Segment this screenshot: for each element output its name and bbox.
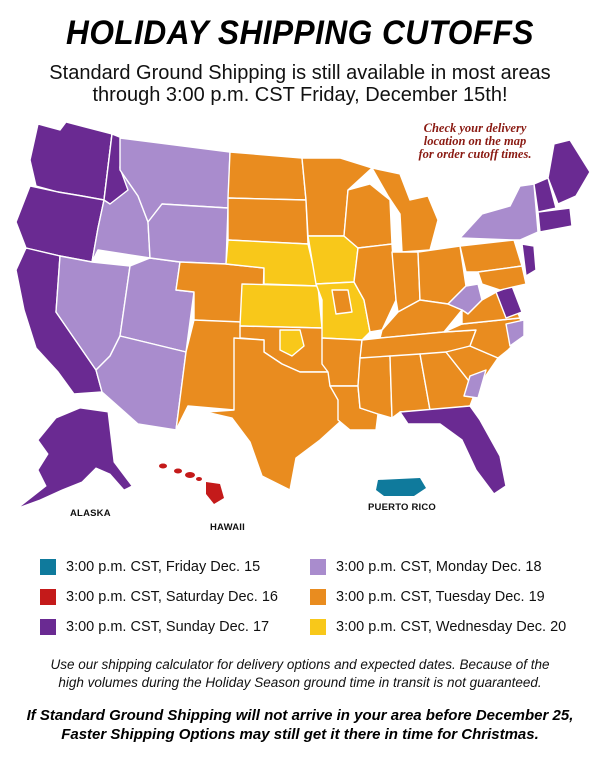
state-florida — [399, 405, 507, 495]
legend-label: 3:00 p.m. CST, Monday Dec. 18 — [336, 559, 542, 575]
legend-item-monday: 3:00 p.m. CST, Monday Dec. 18 — [310, 559, 580, 575]
state-maryland — [477, 265, 527, 291]
state-texas — [205, 337, 343, 491]
label-puerto-rico: PUERTO RICO — [368, 502, 437, 513]
legend-swatch — [310, 619, 326, 635]
missouri-orange-region — [331, 289, 353, 315]
label-hawaii: HAWAII — [210, 522, 245, 533]
legend-label: 3:00 p.m. CST, Tuesday Dec. 19 — [336, 589, 545, 605]
state-massachusetts — [537, 207, 573, 233]
state-alaska — [17, 407, 133, 509]
legend-item-saturday: 3:00 p.m. CST, Saturday Dec. 16 — [40, 589, 310, 605]
state-michigan — [371, 167, 439, 253]
map-instruction-note: Check your delivery location on the map … — [380, 122, 570, 161]
legend-item-wednesday: 3:00 p.m. CST, Wednesday Dec. 20 — [310, 619, 580, 635]
state-new-jersey — [521, 243, 537, 277]
north-carolina-lavender-region — [505, 319, 525, 347]
oklahoma-yellow-region — [279, 329, 305, 357]
legend-label: 3:00 p.m. CST, Saturday Dec. 16 — [66, 589, 278, 605]
faster-shipping-callout: If Standard Ground Shipping will not arr… — [0, 706, 600, 744]
label-alaska: ALASKA — [70, 508, 111, 519]
footnote-line-1: Use our shipping calculator for delivery… — [50, 657, 550, 672]
legend-swatch — [310, 559, 326, 575]
legend-item-tuesday: 3:00 p.m. CST, Tuesday Dec. 19 — [310, 589, 580, 605]
legend-item-friday: 3:00 p.m. CST, Friday Dec. 15 — [40, 559, 310, 575]
map-note-line-3: for order cutoff times. — [418, 147, 532, 161]
territory-puerto-rico — [376, 478, 426, 496]
map-note-line-1: Check your delivery — [423, 121, 527, 135]
footnote-line-2: high volumes during the Holiday Season g… — [58, 675, 542, 690]
subtitle-line-1: Standard Ground Shipping is still availa… — [49, 62, 551, 84]
state-new-york — [459, 183, 539, 241]
state-iowa — [307, 235, 359, 285]
legend-label: 3:00 p.m. CST, Sunday Dec. 17 — [66, 619, 270, 635]
legend-item-sunday: 3:00 p.m. CST, Sunday Dec. 17 — [40, 619, 310, 635]
legend-label: 3:00 p.m. CST, Friday Dec. 15 — [66, 559, 261, 575]
map-note-line-2: location on the map — [423, 134, 527, 148]
subtitle: Standard Ground Shipping is still availa… — [0, 62, 600, 106]
subtitle-line-2: through 3:00 p.m. CST Friday, December 1… — [92, 84, 508, 106]
state-wisconsin — [343, 183, 393, 249]
state-kansas — [239, 283, 323, 329]
state-mississippi — [357, 355, 393, 419]
state-south-dakota — [227, 197, 309, 245]
legend-swatch — [310, 589, 326, 605]
legend-label: 3:00 p.m. CST, Wednesday Dec. 20 — [336, 619, 567, 635]
state-north-dakota — [227, 151, 307, 201]
state-wyoming — [147, 203, 229, 265]
callout-line-1: If Standard Ground Shipping will not arr… — [26, 707, 574, 724]
state-maine — [547, 139, 591, 205]
shipping-footnote: Use our shipping calculator for delivery… — [0, 656, 600, 692]
legend-swatch — [40, 559, 56, 575]
callout-line-2: Faster Shipping Options may still get it… — [61, 726, 539, 743]
south-carolina-lavender-region — [463, 369, 487, 399]
state-hawaii — [159, 463, 224, 504]
page-title: HOLIDAY SHIPPING CUTOFFS — [66, 14, 534, 52]
legend-swatch — [40, 619, 56, 635]
legend: 3:00 p.m. CST, Friday Dec. 15 3:00 p.m. … — [40, 552, 580, 642]
state-vermont-new-hampshire — [533, 177, 557, 213]
legend-swatch — [40, 589, 56, 605]
